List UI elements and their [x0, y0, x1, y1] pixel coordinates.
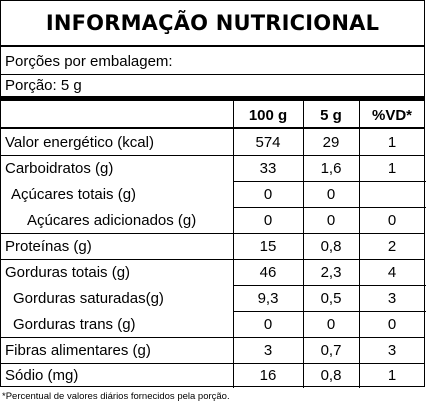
value-vd: 2 — [387, 238, 397, 255]
value-per-serving: 0 — [326, 316, 336, 333]
nutrient-name: Açúcares totais (g) — [11, 186, 137, 203]
row-divider — [1, 155, 424, 156]
value-vd: 3 — [387, 290, 397, 307]
table-row: Gorduras totais (g) 46 2,3 4 — [1, 260, 424, 285]
table-header: 100 g 5 g %VD* — [1, 105, 424, 127]
value-vd: 4 — [387, 264, 397, 281]
footnote: *Percentual de valores diários fornecido… — [2, 391, 230, 402]
value-per-serving: 29 — [322, 134, 340, 151]
nutrient-name: Fibras alimentares (g) — [5, 342, 151, 359]
row-divider — [1, 233, 424, 234]
row-divider — [1, 259, 424, 260]
nutrient-name: Proteínas (g) — [5, 238, 92, 255]
table-row: Gorduras saturadas(g) 9,3 0,5 3 — [1, 286, 424, 311]
row-divider — [1, 363, 424, 364]
value-vd: 1 — [387, 134, 397, 151]
value-per-serving: 0,7 — [320, 342, 342, 359]
label-title: INFORMAÇÃO NUTRICIONAL — [45, 11, 380, 35]
table-row: Açúcares totais (g) 0 0 — [1, 182, 424, 207]
row-divider — [1, 337, 424, 338]
nutrient-name: Gorduras trans (g) — [13, 316, 136, 333]
table-row: Açúcares adicionados (g) 0 0 0 — [1, 208, 424, 233]
row-divider — [233, 285, 426, 286]
value-per-100g: 0 — [263, 186, 273, 203]
thick-divider — [1, 96, 424, 101]
value-per-100g: 3 — [263, 342, 273, 359]
nutrient-name: Valor energético (kcal) — [5, 134, 154, 151]
table-row: Gorduras trans (g) 0 0 0 — [1, 312, 424, 337]
table-row: Proteínas (g) 15 0,8 2 — [1, 234, 424, 259]
row-divider — [233, 311, 426, 312]
title-divider — [1, 45, 424, 47]
nutrition-facts-label: INFORMAÇÃO NUTRICIONAL Porções por embal… — [0, 0, 426, 388]
value-per-100g: 0 — [263, 212, 273, 229]
value-vd — [359, 182, 425, 207]
table-row: Fibras alimentares (g) 3 0,7 3 — [1, 338, 424, 363]
meta-divider — [1, 74, 424, 75]
value-per-100g: 0 — [263, 316, 273, 333]
table-row: Carboidratos (g) 33 1,6 1 — [1, 156, 424, 181]
value-per-100g: 15 — [259, 238, 277, 255]
table-row: Valor energético (kcal) 574 29 1 — [1, 130, 424, 155]
header-divider — [1, 127, 424, 129]
value-per-serving: 0 — [326, 212, 336, 229]
value-vd: 3 — [387, 342, 397, 359]
nutrient-name: Carboidratos (g) — [5, 160, 114, 177]
nutrient-name: Gorduras totais (g) — [5, 264, 131, 281]
value-per-100g: 33 — [259, 160, 277, 177]
column-header-100g: 100 g — [248, 107, 288, 124]
column-divider — [359, 101, 360, 388]
column-divider — [303, 101, 304, 388]
value-per-100g: 46 — [259, 264, 277, 281]
value-per-serving: 0,5 — [320, 290, 342, 307]
value-per-serving: 0 — [326, 186, 336, 203]
row-divider — [233, 181, 426, 182]
column-divider — [233, 101, 234, 388]
value-vd: 0 — [387, 212, 397, 229]
value-per-100g: 16 — [259, 367, 277, 384]
nutrient-name: Sódio (mg) — [5, 367, 79, 384]
serving-size: Porção: 5 g — [5, 77, 82, 94]
servings-per-package: Porções por embalagem: — [5, 53, 173, 70]
value-vd: 1 — [387, 160, 397, 177]
nutrient-name: Açúcares adicionados (g) — [27, 212, 197, 229]
value-per-serving: 0,8 — [320, 238, 342, 255]
value-per-100g: 574 — [255, 134, 281, 151]
column-header-vd: %VD* — [371, 107, 412, 124]
value-vd: 0 — [387, 316, 397, 333]
table-row: Sódio (mg) 16 0,8 1 — [1, 363, 424, 388]
value-per-100g: 9,3 — [257, 290, 279, 307]
value-vd: 1 — [387, 367, 397, 384]
value-per-serving: 1,6 — [320, 160, 342, 177]
value-per-serving: 2,3 — [320, 264, 342, 281]
value-per-serving: 0,8 — [320, 367, 342, 384]
row-divider — [233, 207, 426, 208]
column-header-serving: 5 g — [320, 107, 342, 124]
nutrient-name: Gorduras saturadas(g) — [13, 290, 164, 307]
